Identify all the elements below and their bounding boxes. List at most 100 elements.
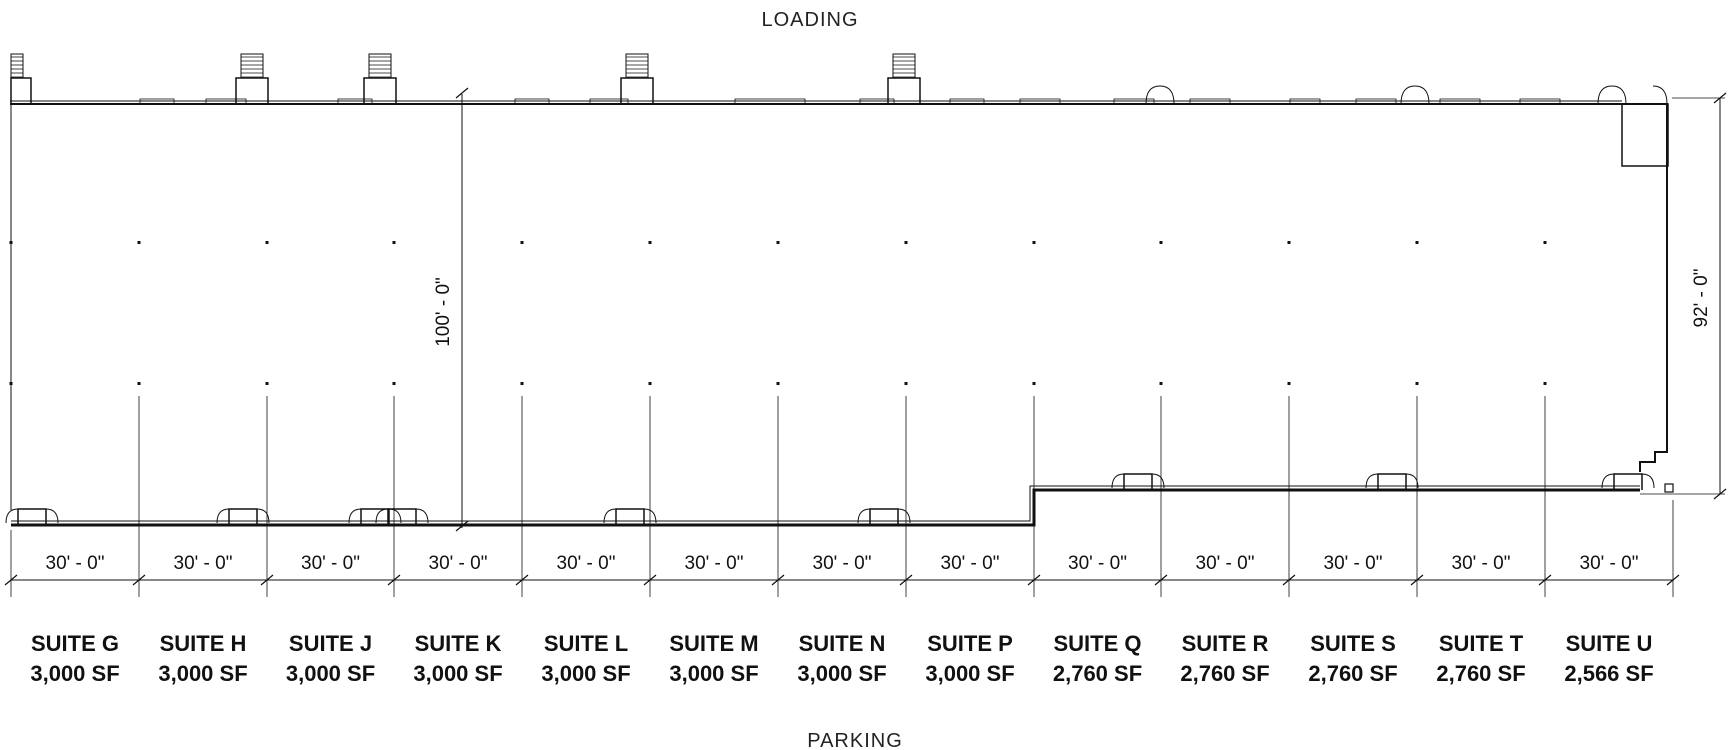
dimension-tick <box>1154 574 1168 586</box>
dock-stair <box>368 53 392 79</box>
wall-window <box>139 98 175 105</box>
end-depth-dimension: 92' - 0" <box>1691 269 1712 328</box>
suite-width-label: 30' - 0" <box>1324 553 1383 574</box>
suite-name: SUITE T <box>1439 631 1524 656</box>
column-dot <box>1287 382 1291 385</box>
suite-area: 2,760 SF <box>1436 661 1525 686</box>
dimension-lines <box>4 87 1727 597</box>
column-dot <box>1287 241 1291 244</box>
suite-area: 3,000 SF <box>413 661 502 686</box>
wall-window <box>1519 98 1561 105</box>
storefront-entry <box>1111 473 1165 490</box>
wall-window <box>859 98 895 105</box>
storefront-wall-inner <box>11 485 1640 522</box>
suite-name: SUITE G <box>31 631 119 656</box>
storefront-entry <box>375 508 429 525</box>
suite-width-label: 30' - 0" <box>685 553 744 574</box>
dock-frame <box>10 77 32 105</box>
man-door <box>1652 85 1668 105</box>
column-dot <box>265 382 269 385</box>
dimension-tick <box>387 574 401 586</box>
suite-width-label: 30' - 0" <box>1196 553 1255 574</box>
entry-vestibule <box>615 508 645 525</box>
suite-width-label: 30' - 0" <box>1580 553 1639 574</box>
storefront-entry <box>5 508 59 525</box>
entry-door <box>603 508 657 524</box>
column-dot <box>1032 382 1036 385</box>
column-dot <box>648 241 652 244</box>
dimension-tick <box>132 574 146 586</box>
wall-window <box>205 98 247 105</box>
wall-window <box>1189 98 1231 105</box>
storefront-entry <box>603 508 657 525</box>
entry-vestibule <box>17 508 47 525</box>
suite-width-label: 30' - 0" <box>557 553 616 574</box>
wall-window <box>589 98 629 105</box>
column-dot <box>392 382 396 385</box>
entry-vestibule <box>228 508 258 525</box>
storefront-entry <box>1365 473 1419 490</box>
wall-window <box>734 98 806 105</box>
wall-window <box>1439 98 1481 105</box>
entry-door <box>216 508 270 524</box>
depth-dimension-text: 100' - 0" <box>433 277 454 347</box>
column-dot <box>137 382 141 385</box>
suite-name: SUITE N <box>799 631 886 656</box>
dock-stair <box>240 53 264 79</box>
column-dot <box>9 241 13 244</box>
column-dot <box>1415 382 1419 385</box>
entry-vestibule <box>1377 473 1407 490</box>
dimension-tick <box>1282 574 1296 586</box>
dimension-tick <box>771 574 785 586</box>
dimension-tick <box>1713 488 1727 500</box>
suite-width-label: 30' - 0" <box>174 553 233 574</box>
suite-width-label: 30' - 0" <box>46 553 105 574</box>
suite-name: SUITE H <box>160 631 247 656</box>
man-door <box>1145 85 1175 105</box>
man-door <box>1597 85 1627 105</box>
suite-area: 3,000 SF <box>30 661 119 686</box>
storefront-entry <box>216 508 270 525</box>
suite-name: SUITE S <box>1310 631 1396 656</box>
suite-width-label: 30' - 0" <box>429 553 488 574</box>
entry-door <box>1365 473 1419 489</box>
loading-dock <box>620 53 654 105</box>
suite-name: SUITE Q <box>1053 631 1141 656</box>
loading-dock <box>235 53 269 105</box>
column-dot <box>648 382 652 385</box>
column-dot <box>776 241 780 244</box>
entry-vestibule <box>869 508 899 525</box>
end-column <box>1664 483 1674 493</box>
parking-label: PARKING <box>807 730 903 750</box>
entry-door <box>857 508 911 524</box>
suite-area: 2,566 SF <box>1564 661 1653 686</box>
dock-frame <box>620 77 654 105</box>
suite-area: 3,000 SF <box>286 661 375 686</box>
suite-area: 3,000 SF <box>541 661 630 686</box>
dimension-tick <box>899 574 913 586</box>
dimension-tick <box>1538 574 1552 586</box>
column-dot <box>1032 241 1036 244</box>
depth-dimension: 100' - 0" <box>433 277 454 347</box>
suite-area: 3,000 SF <box>797 661 886 686</box>
suite-area: 2,760 SF <box>1053 661 1142 686</box>
dimension-tick <box>455 520 469 532</box>
column-dot <box>137 241 141 244</box>
column-dot <box>520 382 524 385</box>
storefront-entry <box>857 508 911 525</box>
suite-name: SUITE P <box>927 631 1013 656</box>
wall-window <box>1289 98 1321 105</box>
wall-window <box>1113 98 1155 105</box>
column-dot <box>1159 241 1163 244</box>
suite-area: 2,760 SF <box>1180 661 1269 686</box>
suite-name: SUITE L <box>544 631 628 656</box>
dock-stair <box>625 53 649 79</box>
column-dot <box>904 241 908 244</box>
column-dot <box>520 241 524 244</box>
wall-window <box>514 98 550 105</box>
column-grid <box>9 241 1547 597</box>
dimension-tick <box>455 87 469 99</box>
entry-door <box>375 508 429 524</box>
dock-stair <box>10 53 24 79</box>
storefront-entry <box>1601 473 1655 490</box>
